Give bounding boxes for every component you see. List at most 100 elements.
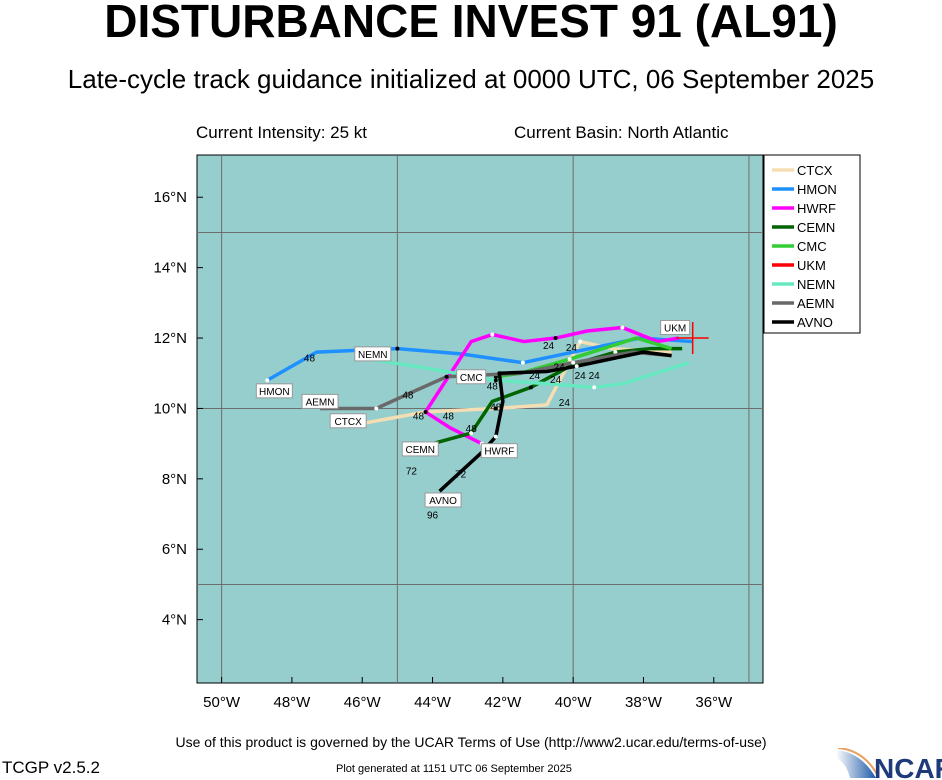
track-avno — [438, 350, 672, 493]
track-point — [620, 325, 625, 330]
model-label-ukm-group: UKM — [660, 319, 691, 335]
track-point — [578, 339, 583, 344]
page-subtitle: Late-cycle track guidance initialized at… — [67, 64, 875, 94]
track-point — [493, 378, 498, 383]
model-label-avno: AVNO — [429, 496, 457, 507]
model-label-box — [424, 492, 462, 508]
model-label-box — [480, 443, 518, 459]
logo-swoosh-icon — [836, 750, 876, 778]
model-label-box — [301, 393, 339, 409]
model-label-hmon-group: HMON — [255, 383, 293, 399]
forecast-hour-label-group: 48 — [402, 390, 414, 401]
forecast-hour-label-group: 24 — [529, 371, 541, 382]
legend-label-avno: AVNO — [797, 315, 833, 330]
logo-text: NCAR — [874, 753, 942, 780]
axis-ticks: 50°W 48°W 46°W 44°W 42°W 40°W 38°W 36°W 16°N 14°N… — [153, 189, 733, 711]
y-tick-label: 14°N — [153, 260, 187, 277]
forecast-hour-label: 24 — [529, 371, 541, 382]
track-point — [613, 350, 618, 355]
model-label-ctcx: CTCX — [335, 417, 363, 428]
ncar-logo: NCAR — [836, 748, 942, 780]
legend-label-hmon: HMON — [797, 182, 837, 197]
model-label-box — [329, 413, 367, 429]
forecast-hour-label-group: 72 — [455, 470, 467, 481]
forecast-hour-label: 24 — [554, 363, 566, 374]
model-label-nemn: NEMN — [358, 350, 387, 361]
track-point — [493, 406, 498, 411]
x-tick-label: 44°W — [414, 694, 452, 711]
forecast-hour-label-group: 72 — [406, 466, 418, 477]
model-label-aemn-group: AEMN — [301, 393, 339, 409]
logo-arc-icon — [837, 748, 879, 777]
model-label-hmon: HMON — [259, 387, 290, 398]
model-label-box — [354, 346, 392, 362]
forecast-hour-label-group: 24 — [559, 398, 571, 409]
current-basin: Current Basin: North Atlantic — [514, 123, 729, 142]
model-label-aemn: AEMN — [306, 397, 335, 408]
track-hwrf — [423, 325, 679, 446]
model-label-cemn: CEMN — [406, 445, 435, 456]
forecast-hour-label: 24 — [543, 341, 555, 352]
model-label-box — [401, 441, 439, 457]
forecast-hour-label: 48 — [402, 390, 414, 401]
track-point — [497, 371, 502, 376]
x-tick-label: 40°W — [555, 694, 593, 711]
model-labels: CTCX HMON HWRF CEMN CMC UKM NEMN AEMN AVNO — [255, 319, 691, 508]
track-point — [374, 406, 379, 411]
current-intensity: Current Intensity: 25 kt — [196, 123, 368, 142]
forecast-hour-label: 96 — [427, 510, 439, 521]
legend-label-cemn: CEMN — [797, 220, 835, 235]
x-tick-label: 46°W — [344, 694, 382, 711]
model-label-hwrf: HWRF — [484, 447, 514, 458]
forecast-hour-label-group: 24 — [575, 371, 587, 382]
track-point — [423, 409, 428, 414]
track-point — [395, 346, 400, 351]
y-tick-label: 8°N — [162, 471, 187, 488]
forecast-hour-label: 48 — [443, 411, 455, 422]
y-tick-label: 10°N — [153, 400, 187, 417]
model-label-box — [660, 319, 691, 335]
forecast-hour-label: 24 — [550, 375, 562, 386]
x-tick-label: 38°W — [625, 694, 663, 711]
forecast-hour-label: 72 — [406, 466, 418, 477]
forecast-hour-label-group: 48 — [487, 382, 499, 393]
forecast-hour-label-group: 48 — [443, 411, 455, 422]
forecast-hour-label: 48 — [413, 411, 425, 422]
forecast-hour-label: 24 — [575, 371, 587, 382]
forecast-hour-label-group: 48 — [466, 424, 478, 435]
generated-time: Plot generated at 1151 UTC 06 September … — [336, 763, 572, 775]
page-title: DISTURBANCE INVEST 91 (AL91) — [104, 0, 838, 47]
legend-label-nemn: NEMN — [797, 277, 835, 292]
model-label-cemn-group: CEMN — [401, 441, 439, 457]
y-tick-label: 16°N — [153, 189, 187, 206]
y-tick-label: 4°N — [162, 612, 187, 629]
legend-label-ukm: UKM — [797, 258, 826, 273]
track-point — [444, 374, 449, 379]
forecast-hour-label: 48 — [466, 424, 478, 435]
track-point — [567, 357, 572, 362]
model-label-hwrf-group: HWRF — [480, 443, 518, 459]
y-tick-label: 6°N — [162, 541, 187, 558]
model-label-ukm: UKM — [664, 323, 686, 334]
forecast-hour-label: 48 — [490, 403, 502, 414]
forecast-hour-label-group: 48 — [413, 411, 425, 422]
forecast-hour-label: 48 — [304, 353, 316, 364]
forecast-hour-label: 72 — [455, 470, 467, 481]
legend-label-aemn: AEMN — [797, 296, 835, 311]
forecast-hour-label-group: 24 — [566, 343, 578, 354]
model-label-nemn-group: NEMN — [354, 346, 392, 362]
forecast-hour-label-group: 48 — [304, 353, 316, 364]
track-nemn — [368, 357, 690, 390]
legend-label-ctcx: CTCX — [797, 163, 833, 178]
terms-of-use: Use of this product is governed by the U… — [175, 734, 767, 750]
track-cemn — [432, 346, 683, 446]
x-tick-label: 50°W — [203, 694, 241, 711]
model-label-box — [255, 383, 293, 399]
forecast-hour-label: 24 — [559, 398, 571, 409]
forecast-hour-label-group: 24 — [589, 371, 601, 382]
model-label-ctcx-group: CTCX — [329, 413, 367, 429]
y-tick-label: 12°N — [153, 330, 187, 347]
legend-label-hwrf: HWRF — [797, 201, 836, 216]
x-tick-label: 36°W — [695, 694, 733, 711]
